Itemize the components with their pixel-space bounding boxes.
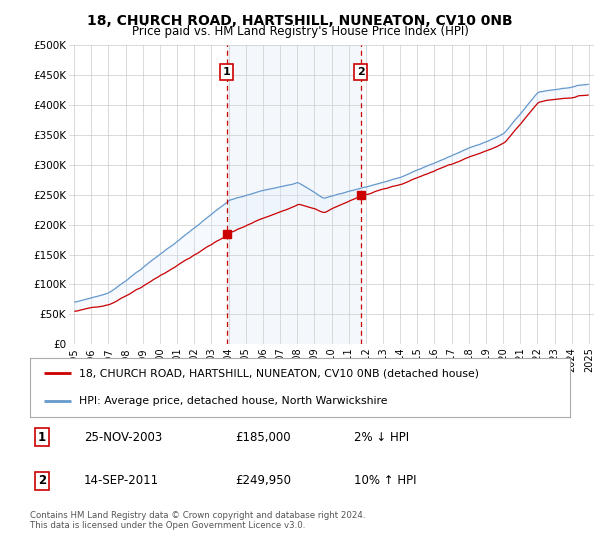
Text: 1: 1 <box>223 67 230 77</box>
Text: 10% ↑ HPI: 10% ↑ HPI <box>354 474 416 487</box>
Text: Price paid vs. HM Land Registry's House Price Index (HPI): Price paid vs. HM Land Registry's House … <box>131 25 469 38</box>
Text: 25-NOV-2003: 25-NOV-2003 <box>84 431 162 444</box>
Text: £249,950: £249,950 <box>235 474 291 487</box>
Text: 2: 2 <box>38 474 46 487</box>
Text: 1: 1 <box>38 431 46 444</box>
Bar <box>227 45 361 344</box>
Text: 2% ↓ HPI: 2% ↓ HPI <box>354 431 409 444</box>
Text: 2: 2 <box>357 67 365 77</box>
Text: 18, CHURCH ROAD, HARTSHILL, NUNEATON, CV10 0NB: 18, CHURCH ROAD, HARTSHILL, NUNEATON, CV… <box>87 14 513 28</box>
Text: 18, CHURCH ROAD, HARTSHILL, NUNEATON, CV10 0NB (detached house): 18, CHURCH ROAD, HARTSHILL, NUNEATON, CV… <box>79 368 479 378</box>
Text: Contains HM Land Registry data © Crown copyright and database right 2024.
This d: Contains HM Land Registry data © Crown c… <box>30 511 365 530</box>
Text: £185,000: £185,000 <box>235 431 291 444</box>
Text: 14-SEP-2011: 14-SEP-2011 <box>84 474 159 487</box>
Text: HPI: Average price, detached house, North Warwickshire: HPI: Average price, detached house, Nort… <box>79 396 387 406</box>
